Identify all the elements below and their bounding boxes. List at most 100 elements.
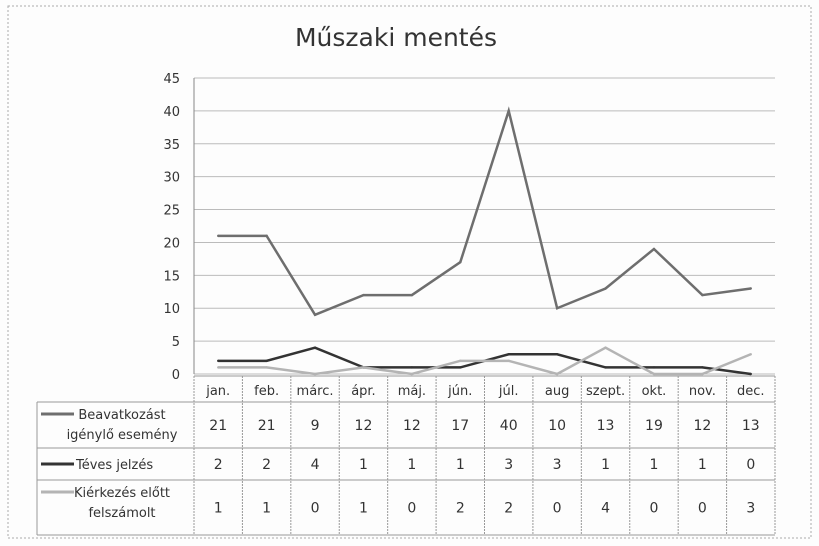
data-label: 2 bbox=[456, 501, 465, 517]
data-point bbox=[265, 359, 268, 363]
data-label: 21 bbox=[258, 418, 276, 434]
data-label: 0 bbox=[746, 457, 755, 473]
data-label: 1 bbox=[359, 501, 368, 517]
data-point bbox=[749, 287, 752, 290]
data-label: 2 bbox=[214, 457, 223, 473]
series-line-2 bbox=[218, 346, 752, 376]
data-point bbox=[701, 366, 704, 369]
data-point bbox=[362, 366, 365, 369]
y-tick-label: 35 bbox=[163, 138, 180, 153]
data-point bbox=[217, 366, 220, 369]
data-label: 3 bbox=[553, 457, 562, 473]
category-label: jan. bbox=[205, 384, 230, 399]
category-label: júl. bbox=[498, 384, 519, 399]
data-point bbox=[507, 109, 510, 113]
series-line-0 bbox=[218, 106, 751, 317]
chart-title: Műszaki mentés bbox=[295, 23, 497, 52]
data-point bbox=[410, 366, 414, 369]
data-point bbox=[604, 346, 607, 349]
data-point bbox=[410, 293, 414, 297]
data-label: 12 bbox=[693, 418, 711, 434]
legend-label: felszámolt bbox=[88, 506, 155, 521]
data-point bbox=[313, 313, 317, 316]
y-tick-label: 25 bbox=[163, 204, 180, 219]
category-label: nov. bbox=[689, 384, 716, 399]
data-label: 9 bbox=[311, 418, 320, 434]
chart-border bbox=[7, 5, 812, 539]
data-label: 0 bbox=[553, 501, 562, 517]
y-tick-label: 5 bbox=[172, 335, 180, 350]
data-point bbox=[604, 287, 607, 290]
data-point bbox=[701, 372, 704, 376]
data-point bbox=[362, 293, 365, 297]
data-label: 1 bbox=[698, 457, 707, 473]
y-tick-label: 45 bbox=[163, 72, 180, 87]
data-point bbox=[507, 353, 510, 356]
category-label: ápr. bbox=[351, 384, 376, 399]
data-label: 4 bbox=[311, 457, 320, 473]
category-label: jún. bbox=[447, 384, 472, 399]
y-tick-label: 0 bbox=[172, 368, 180, 383]
y-tick-label: 15 bbox=[163, 269, 180, 284]
data-point bbox=[749, 353, 752, 356]
category-label: aug bbox=[545, 384, 569, 399]
legend-label: igénylő esemény bbox=[67, 428, 178, 443]
data-label: 40 bbox=[500, 418, 518, 434]
data-label: 19 bbox=[645, 418, 663, 434]
data-label: 1 bbox=[649, 457, 658, 473]
category-label: márc. bbox=[297, 384, 334, 399]
category-label: dec. bbox=[737, 384, 765, 399]
data-point bbox=[555, 307, 559, 310]
data-label: 4 bbox=[601, 501, 610, 517]
data-point bbox=[749, 372, 752, 376]
data-label: 2 bbox=[262, 457, 271, 473]
legend-label: Téves jelzés bbox=[75, 458, 153, 473]
data-point bbox=[555, 353, 559, 356]
data-point bbox=[410, 372, 414, 376]
data-label: 1 bbox=[456, 457, 465, 473]
data-label: 2 bbox=[504, 501, 513, 517]
data-label: 12 bbox=[355, 418, 373, 434]
data-point bbox=[701, 293, 704, 297]
y-tick-label: 30 bbox=[163, 171, 180, 186]
data-point bbox=[555, 372, 559, 376]
y-tick-label: 20 bbox=[163, 236, 180, 251]
data-label: 12 bbox=[403, 418, 421, 434]
data-label: 21 bbox=[209, 418, 227, 434]
data-point bbox=[652, 247, 656, 251]
data-point bbox=[265, 234, 268, 238]
category-label: szept. bbox=[586, 384, 625, 399]
data-point bbox=[265, 366, 268, 369]
category-label: feb. bbox=[254, 384, 279, 399]
data-point bbox=[459, 260, 462, 264]
legend-label: Beavatkozást bbox=[78, 408, 165, 423]
data-point bbox=[652, 372, 656, 376]
y-tick-label: 40 bbox=[163, 105, 180, 120]
legend-label: Kiérkezés előtt bbox=[74, 486, 170, 501]
data-point bbox=[313, 372, 317, 376]
data-label: 0 bbox=[407, 501, 416, 517]
data-point bbox=[507, 359, 510, 363]
data-label: 1 bbox=[601, 457, 610, 473]
data-label: 1 bbox=[214, 501, 223, 517]
data-point bbox=[459, 366, 462, 369]
y-tick-label: 10 bbox=[163, 302, 180, 317]
data-label: 0 bbox=[649, 501, 658, 517]
data-label: 0 bbox=[311, 501, 320, 517]
data-label: 10 bbox=[548, 418, 566, 434]
category-label: máj. bbox=[398, 384, 426, 399]
data-point bbox=[459, 359, 462, 363]
data-point bbox=[313, 346, 317, 349]
data-label: 13 bbox=[597, 418, 615, 434]
data-label: 3 bbox=[746, 501, 755, 517]
category-label: okt. bbox=[642, 384, 667, 399]
data-label: 0 bbox=[698, 501, 707, 517]
data-label: 1 bbox=[407, 457, 416, 473]
data-label: 1 bbox=[262, 501, 271, 517]
data-point bbox=[652, 366, 656, 369]
data-label: 13 bbox=[742, 418, 760, 434]
data-point bbox=[217, 234, 220, 238]
data-point bbox=[217, 359, 220, 363]
